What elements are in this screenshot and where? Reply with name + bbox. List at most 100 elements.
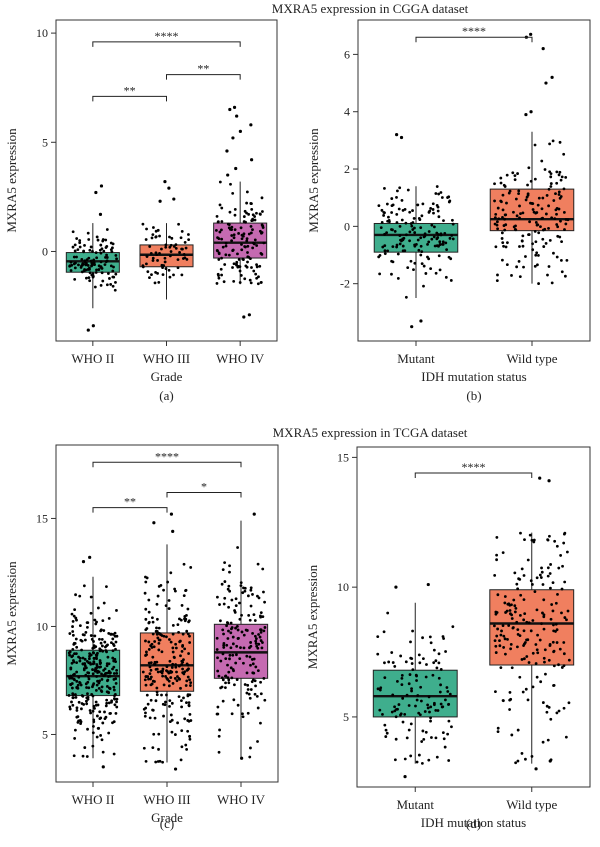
data-point: [233, 213, 237, 217]
data-point: [173, 733, 177, 736]
data-point: [410, 224, 414, 228]
data-point: [105, 644, 108, 648]
data-point: [560, 611, 563, 615]
outlier-point: [550, 75, 554, 79]
data-point: [510, 613, 514, 617]
data-point: [219, 686, 223, 690]
data-point: [219, 659, 223, 663]
data-point: [238, 265, 242, 269]
data-point: [533, 590, 537, 594]
data-point: [70, 655, 74, 659]
data-point: [516, 628, 520, 632]
data-point: [495, 558, 499, 562]
data-point: [171, 646, 175, 650]
data-point: [531, 208, 535, 211]
data-point: [512, 225, 516, 229]
data-point: [86, 625, 89, 629]
data-point: [522, 618, 526, 622]
data-point: [91, 272, 95, 276]
data-point: [147, 640, 151, 644]
data-point: [71, 620, 75, 623]
data-point: [147, 598, 151, 602]
data-point: [391, 693, 395, 697]
data-point: [228, 653, 232, 657]
data-point: [170, 701, 174, 705]
data-point: [176, 623, 180, 627]
data-point: [427, 695, 431, 699]
data-point: [247, 256, 251, 259]
data-point: [428, 710, 431, 714]
data-point: [231, 642, 235, 646]
data-point: [228, 570, 231, 574]
data-point: [256, 740, 259, 743]
data-point: [550, 603, 554, 606]
x-tick-label: WHO II: [71, 351, 114, 366]
data-point: [548, 142, 552, 146]
data-point: [393, 665, 397, 668]
data-point: [75, 670, 79, 674]
data-point: [407, 728, 411, 732]
data-point: [231, 668, 235, 671]
data-point: [102, 668, 106, 672]
data-point: [556, 592, 559, 596]
data-point: [82, 249, 86, 253]
data-point: [238, 617, 242, 621]
data-point: [112, 720, 116, 724]
data-point: [220, 237, 224, 241]
data-point: [91, 744, 95, 748]
data-point: [549, 182, 553, 185]
data-point: [233, 228, 237, 232]
data-point: [163, 260, 167, 264]
data-point: [242, 646, 246, 650]
data-point: [248, 618, 252, 622]
data-point: [376, 652, 380, 656]
data-point: [86, 697, 90, 701]
significance-bracket: [166, 74, 241, 80]
data-point: [85, 258, 89, 262]
data-point: [154, 668, 158, 671]
data-point: [238, 657, 242, 661]
data-point: [252, 657, 256, 661]
data-point: [232, 236, 236, 240]
data-point: [544, 212, 548, 216]
data-point: [111, 284, 115, 288]
data-point: [418, 218, 422, 221]
data-point: [95, 235, 99, 239]
box-iqr: [489, 589, 575, 666]
data-point: [216, 705, 220, 709]
data-point: [185, 679, 189, 683]
data-point: [514, 228, 518, 232]
data-point: [153, 281, 157, 285]
data-point: [534, 662, 538, 665]
data-point: [242, 633, 246, 637]
data-point: [99, 283, 103, 287]
data-point: [395, 196, 398, 199]
data-point: [256, 669, 260, 673]
data-point: [521, 234, 525, 238]
data-point: [432, 701, 436, 705]
outlier-point: [86, 328, 90, 332]
data-point: [73, 728, 77, 732]
data-point: [145, 650, 148, 654]
data-point: [524, 757, 527, 761]
data-point: [399, 654, 403, 658]
data-point: [155, 690, 159, 694]
outlier-point: [163, 179, 167, 184]
data-point: [417, 653, 421, 657]
data-point: [188, 641, 192, 644]
data-point: [432, 648, 436, 652]
data-point: [112, 265, 115, 269]
y-axis-title: MXRA5 expression: [306, 128, 321, 233]
data-point: [249, 231, 253, 235]
data-point: [518, 675, 522, 679]
data-point: [441, 635, 445, 638]
data-point: [99, 734, 103, 737]
data-point: [179, 758, 183, 762]
data-point: [250, 266, 253, 269]
data-point: [175, 670, 178, 674]
data-point: [92, 657, 96, 660]
data-point: [531, 248, 535, 252]
data-point: [396, 252, 400, 256]
data-point: [555, 255, 559, 259]
data-point: [419, 236, 423, 240]
